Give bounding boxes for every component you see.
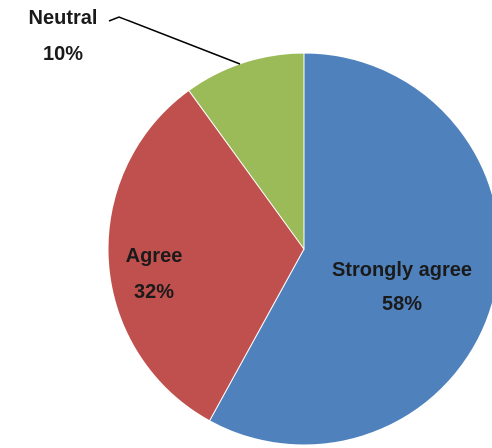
slice-label-agree: Agree bbox=[126, 245, 183, 267]
leader-lines bbox=[108, 16, 241, 65]
slice-value-neutral: 10% bbox=[43, 43, 83, 65]
pie-slice-agree bbox=[107, 89, 305, 422]
pie-slice-strongly-agree bbox=[208, 52, 492, 446]
leader-line-neutral bbox=[108, 16, 241, 65]
slice-value-agree: 32% bbox=[134, 281, 174, 303]
slice-labels: Strongly agree 58% Agree 32% Neutral 10% bbox=[29, 7, 472, 315]
slice-label-strongly-agree: Strongly agree bbox=[332, 259, 472, 281]
pie-slices bbox=[107, 52, 492, 446]
slice-label-neutral: Neutral bbox=[29, 7, 98, 29]
pie-slice-neutral bbox=[188, 52, 305, 251]
slice-value-strongly-agree: 58% bbox=[382, 293, 422, 315]
